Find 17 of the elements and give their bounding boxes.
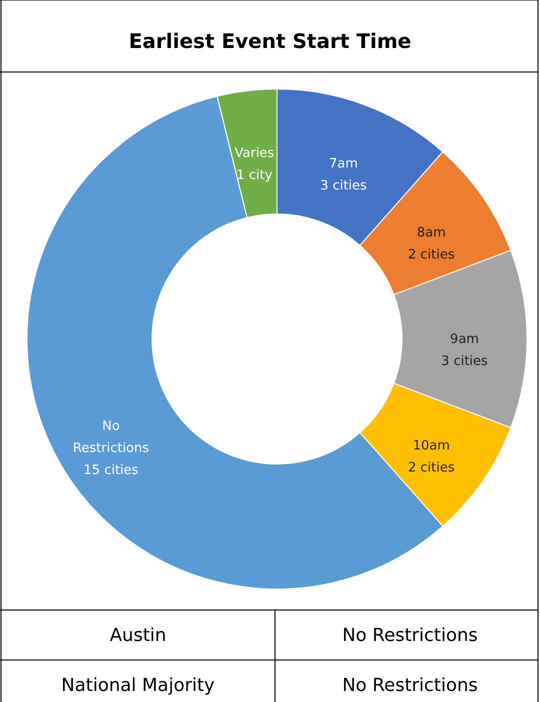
slice-label: 8am [416,225,446,240]
slice-label: 10am [412,438,450,454]
text: Austin [110,625,166,646]
data-label: 15 cities [84,463,139,478]
data-label: 2 cities [408,460,455,476]
data-label: 3 cities [441,354,488,369]
data-label: 1 city [236,168,273,183]
text: No Restrictions [342,625,478,646]
text: National Majority [61,675,216,696]
data-label: 3 cities [320,178,368,194]
text: No Restrictions [342,675,478,696]
chart-title: Earliest Event Start Time [128,29,412,53]
data-label: 2 cities [408,247,455,262]
slice-label: 9am [450,332,479,347]
slice-label: Varies [234,146,274,161]
slice-label: 7am [329,156,358,172]
slice-label: No Restrictions [72,419,150,456]
